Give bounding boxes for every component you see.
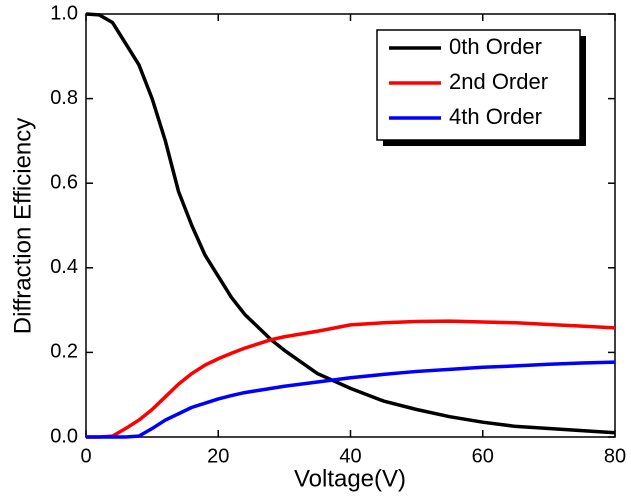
y-tick-label: 0.8 [50, 87, 78, 109]
y-tick-label: 0.6 [50, 171, 78, 193]
series-line [85, 12, 616, 435]
y-tick-label: 0.4 [50, 256, 78, 278]
x-tick-label: 0 [80, 445, 91, 467]
y-axis-label: Diffraction Efficiency [9, 118, 36, 335]
x-tick-label: 60 [472, 445, 494, 467]
y-tick-label: 1.0 [50, 2, 78, 24]
x-tick-label: 40 [339, 445, 361, 467]
series-line [86, 360, 616, 439]
y-tick-label: 0.0 [50, 425, 78, 447]
series-line [86, 319, 616, 439]
y-tick-label: 0.2 [50, 341, 78, 363]
x-axis-label: Voltage(V) [294, 465, 406, 492]
legend-label: 2nd Order [449, 69, 548, 94]
x-tick-label: 20 [207, 445, 229, 467]
legend-label: 0th Order [449, 34, 542, 59]
x-tick-label: 80 [604, 445, 626, 467]
legend-label: 4th Order [449, 104, 542, 129]
